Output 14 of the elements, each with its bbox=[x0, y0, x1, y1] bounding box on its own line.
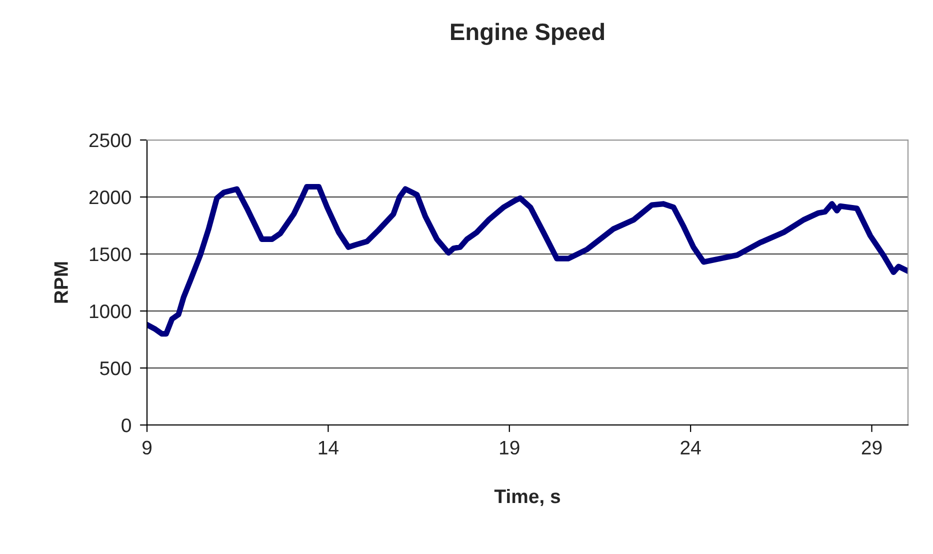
x-tick-label: 9 bbox=[142, 440, 152, 455]
y-tick-label: 0 bbox=[122, 418, 131, 432]
y-tick-label: 1000 bbox=[90, 304, 131, 318]
y-axis-title: RPM bbox=[54, 262, 68, 303]
x-tick-label: 29 bbox=[862, 440, 882, 455]
chart-title: Engine Speed bbox=[451, 22, 604, 46]
x-tick-label: 24 bbox=[680, 440, 701, 454]
y-tick-label: 2500 bbox=[89, 133, 131, 148]
x-tick-label: 14 bbox=[318, 440, 338, 454]
x-axis-title: Time, s bbox=[494, 488, 560, 506]
x-tick-label: 19 bbox=[500, 440, 520, 455]
y-tick-label: 2000 bbox=[89, 190, 131, 204]
y-tick-label: 1500 bbox=[90, 247, 131, 262]
y-tick-label: 500 bbox=[100, 361, 131, 376]
